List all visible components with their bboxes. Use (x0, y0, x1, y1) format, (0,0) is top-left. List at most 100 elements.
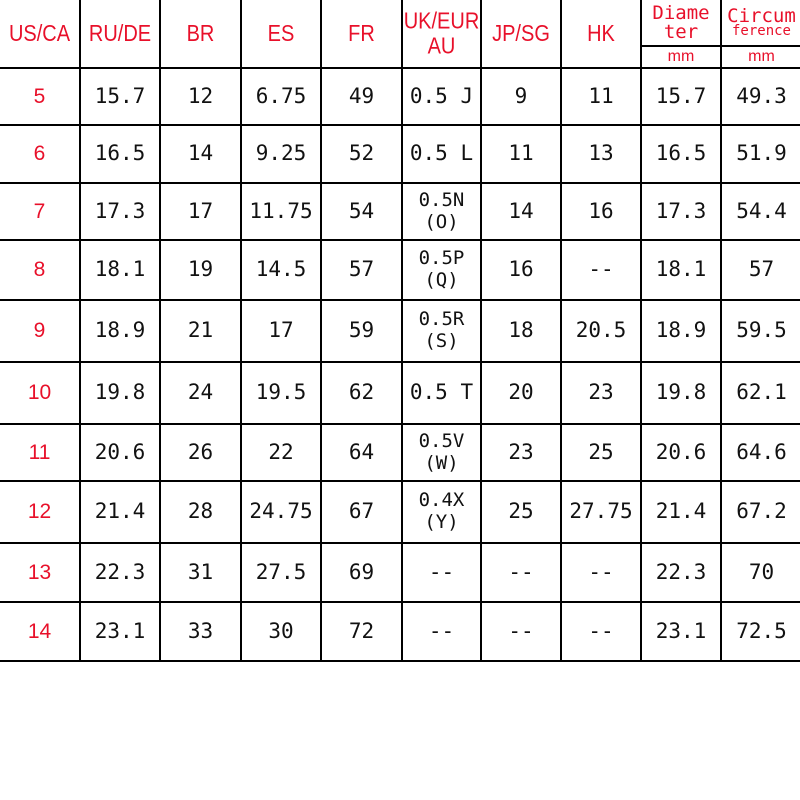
table-cell: 18.9 (79, 300, 160, 363)
table-cell: 14 (159, 125, 241, 184)
table-row: 11 20.6 26 22 64 0.5V (W) 23 25 20.6 64.6 (0, 424, 800, 482)
table-cell: 49.3 (720, 68, 800, 126)
table-row: 13 22.3 31 27.5 69 -- -- -- 22.3 70 (0, 543, 800, 603)
table-cell: 31 (159, 543, 241, 603)
table-cell: 72.5 (720, 602, 800, 662)
diameter-unit: mm (667, 47, 695, 65)
table-cell: 54.4 (720, 183, 800, 241)
table-cell: 62 (320, 362, 402, 425)
table-cell: 18 (480, 300, 561, 363)
table-cell: 14.5 (240, 240, 321, 301)
table-cell: 64.6 (720, 424, 800, 482)
table-cell: 16 (480, 240, 561, 301)
table-cell: 19.5 (240, 362, 321, 425)
header-circumference: Circum ference mm (720, 0, 800, 69)
table-cell: -- (401, 543, 481, 603)
header-diameter: Diame ter mm (640, 0, 721, 69)
table-cell: -- (480, 602, 561, 662)
table-cell: 0.4X (Y) (401, 481, 481, 544)
table-cell: 64 (320, 424, 402, 482)
table-row: 8 18.1 19 14.5 57 0.5P (Q) 16 -- 18.1 57 (0, 240, 800, 301)
header-es: ES (240, 0, 321, 75)
ring-size-table: US/CA RU/DE BR ES FR UK/EUR AU JP/SG HK D… (0, 0, 800, 662)
header-us-ca: US/CA (0, 0, 80, 75)
diameter-line2: ter (663, 20, 699, 43)
table-cell: 59 (320, 300, 402, 363)
table-cell: 26 (159, 424, 241, 482)
header-hk: HK (560, 0, 641, 75)
table-cell: 22.3 (79, 543, 160, 603)
table-cell: 69 (320, 543, 402, 603)
table-cell: -- (560, 543, 641, 603)
table-cell: 23.1 (640, 602, 721, 662)
table-cell: 24.75 (240, 481, 321, 544)
table-cell: 18.1 (640, 240, 721, 301)
table-cell: 52 (320, 125, 402, 184)
table-cell: 20 (480, 362, 561, 425)
table-cell: 23 (560, 362, 641, 425)
table-cell: 30 (240, 602, 321, 662)
table-cell: 22.3 (640, 543, 721, 603)
table-cell: 27.5 (240, 543, 321, 603)
table-cell: 21.4 (79, 481, 160, 544)
table-cell: 72 (320, 602, 402, 662)
diameter-line1: Diame (652, 2, 710, 25)
size-cell: 13 (0, 543, 80, 603)
table-cell: 62.1 (720, 362, 800, 425)
table-cell: 15.7 (79, 68, 160, 126)
table-cell: 23 (480, 424, 561, 482)
table-cell: 25 (560, 424, 641, 482)
size-cell: 10 (0, 362, 80, 425)
table-row: 6 16.5 14 9.25 52 0.5 L 11 13 16.5 51.9 (0, 125, 800, 184)
size-cell: 5 (0, 68, 80, 126)
table-cell: 17.3 (79, 183, 160, 241)
table-row: 7 17.3 17 11.75 54 0.5N (O) 14 16 17.3 54.4 (0, 183, 800, 241)
table-cell: 67 (320, 481, 402, 544)
size-cell: 9 (0, 300, 80, 363)
table-cell: 22 (240, 424, 321, 482)
size-cell: 11 (0, 424, 80, 482)
header-uk-line1: UK/EUR (403, 8, 480, 34)
table-cell: 0.5P (Q) (401, 240, 481, 301)
table-cell: 0.5 J (401, 68, 481, 126)
table-cell: 0.5R (S) (401, 300, 481, 363)
header-row: US/CA RU/DE BR ES FR UK/EUR AU JP/SG HK D… (0, 0, 800, 75)
table-cell: 16 (560, 183, 641, 241)
table-cell: 57 (320, 240, 402, 301)
table-cell: 9.25 (240, 125, 321, 184)
size-cell: 6 (0, 125, 80, 184)
table-cell: 33 (159, 602, 241, 662)
table-cell: 19 (159, 240, 241, 301)
header-jp-sg: JP/SG (480, 0, 561, 75)
table-cell: 20.6 (640, 424, 721, 482)
size-cell: 14 (0, 602, 80, 662)
header-fr: FR (320, 0, 402, 75)
table-cell: 11 (560, 68, 641, 126)
table-cell: 15.7 (640, 68, 721, 126)
circumference-unit: mm (748, 47, 775, 65)
table-cell: 11.75 (240, 183, 321, 241)
table-cell: 27.75 (560, 481, 641, 544)
table-cell: 70 (720, 543, 800, 603)
table-cell: 0.5N (O) (401, 183, 481, 241)
table-cell: 6.75 (240, 68, 321, 126)
table-cell: 24 (159, 362, 241, 425)
table-cell: 0.5 T (401, 362, 481, 425)
table-cell: 19.8 (79, 362, 160, 425)
header-ru-de: RU/DE (79, 0, 160, 75)
table-cell: 54 (320, 183, 402, 241)
table-cell: 59.5 (720, 300, 800, 363)
table-cell: 17 (240, 300, 321, 363)
table-cell: 23.1 (79, 602, 160, 662)
table-cell: -- (480, 543, 561, 603)
table-cell: 21 (159, 300, 241, 363)
header-uk-eur-au: UK/EUR AU (401, 0, 481, 75)
size-cell: 12 (0, 481, 80, 544)
table-cell: 16.5 (79, 125, 160, 184)
size-cell: 8 (0, 240, 80, 301)
table-row: 9 18.9 21 17 59 0.5R (S) 18 20.5 18.9 59.5 (0, 300, 800, 363)
table-cell: 18.1 (79, 240, 160, 301)
table-cell: -- (560, 240, 641, 301)
circumference-line2: ference (731, 22, 791, 39)
table-cell: 57 (720, 240, 800, 301)
